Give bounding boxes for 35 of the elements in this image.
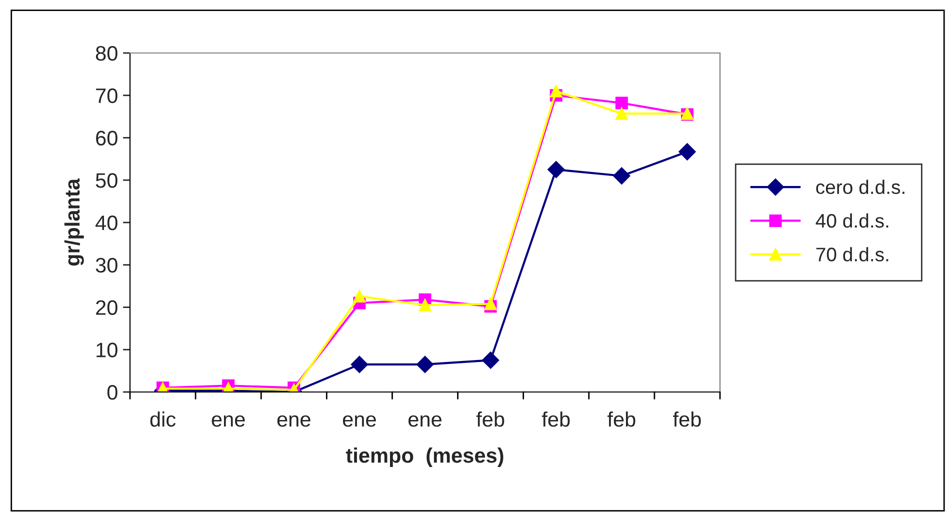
legend-label: 70 d.d.s. (816, 247, 888, 262)
y-tick-label: 30 (96, 258, 118, 273)
point (678, 143, 696, 160)
point (615, 96, 628, 110)
legend-label: 40 d.d.s. (816, 213, 888, 228)
x-tick-label: ene (408, 415, 442, 427)
x-tick-label: feb (476, 411, 504, 427)
y-tick-label: 0 (107, 385, 118, 400)
y-tick-label: 20 (96, 300, 118, 316)
y-tick-label: 70 (96, 88, 118, 104)
y-tick-label: 40 (96, 216, 118, 230)
x-axis-title: tiempo (meses) (346, 448, 504, 467)
x-tick-label: feb (607, 411, 636, 427)
x-tick-label: dic (150, 411, 176, 427)
point (418, 298, 432, 312)
legend-label: cero d.d.s. (816, 180, 904, 194)
y-tick-label: 80 (96, 46, 118, 61)
point (350, 356, 368, 374)
point (550, 84, 562, 98)
y-axis-title: gr/planta (64, 178, 84, 266)
x-tick-label: feb (542, 411, 570, 427)
y-tick-label: 50 (96, 173, 118, 188)
point (484, 298, 497, 310)
y-tick-label: 60 (96, 130, 118, 146)
x-tick-label: ene (342, 415, 376, 427)
point (353, 290, 366, 302)
x-tick-label: feb (673, 411, 701, 427)
y-tick-label: 10 (96, 342, 118, 358)
point (615, 107, 628, 120)
x-tick-label: ene (212, 415, 245, 427)
point (548, 160, 565, 178)
point (482, 352, 500, 369)
point (613, 167, 630, 184)
point (416, 356, 434, 374)
x-tick-label: ene (277, 415, 310, 427)
